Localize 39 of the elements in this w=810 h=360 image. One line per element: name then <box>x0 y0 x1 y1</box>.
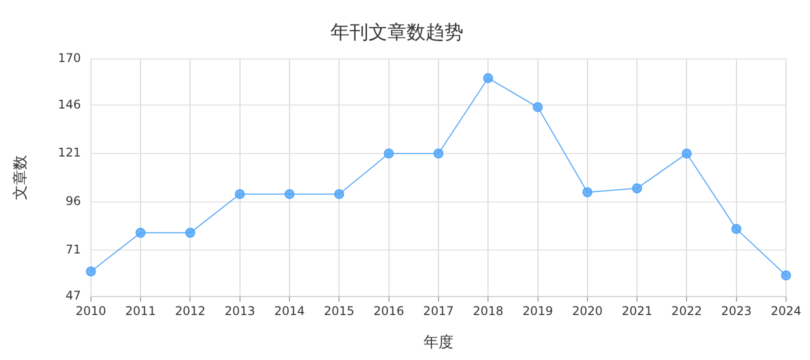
x-tick-label: 2022 <box>671 304 702 318</box>
x-tick-label: 2021 <box>622 304 652 318</box>
point <box>682 148 692 159</box>
x-tick-label: 2020 <box>572 304 603 318</box>
x-tick-label: 2023 <box>721 304 752 318</box>
y-tick-label: 146 <box>58 97 81 112</box>
x-tick-label: 2011 <box>125 304 156 318</box>
x-tick-label: 2014 <box>274 304 305 318</box>
point <box>136 228 146 238</box>
x-tick-label: 2018 <box>472 304 504 318</box>
point <box>781 270 791 280</box>
y-tick-label: 47 <box>66 288 81 303</box>
x-tick-label: 2017 <box>423 304 454 318</box>
point <box>532 102 543 112</box>
point <box>284 189 295 200</box>
x-axis-title: 年度 <box>423 332 454 351</box>
x-tick-label: 2016 <box>374 304 404 318</box>
x-tick-label: 2019 <box>522 304 554 318</box>
point <box>483 73 494 84</box>
chart-title: 年刊文章数趋势 <box>330 21 464 44</box>
x-tick-label: 2012 <box>174 304 206 318</box>
y-tick-label: 71 <box>66 242 81 256</box>
x-tick-label: 2013 <box>224 304 256 318</box>
point <box>433 148 444 159</box>
point <box>731 224 742 234</box>
point <box>582 187 592 198</box>
point <box>384 148 394 159</box>
point <box>185 228 196 238</box>
x-tick-label: 2015 <box>324 304 354 318</box>
x-tick-label: 2010 <box>76 304 106 318</box>
point <box>632 183 642 194</box>
point <box>234 189 245 200</box>
point <box>334 189 344 200</box>
point <box>86 266 96 276</box>
y-tick-label: 96 <box>66 194 81 208</box>
y-tick-label: 170 <box>58 50 81 65</box>
x-tick-label: 2024 <box>770 304 802 318</box>
y-tick-label: 121 <box>58 146 81 160</box>
y-axis-title: 文章数 <box>10 155 29 200</box>
